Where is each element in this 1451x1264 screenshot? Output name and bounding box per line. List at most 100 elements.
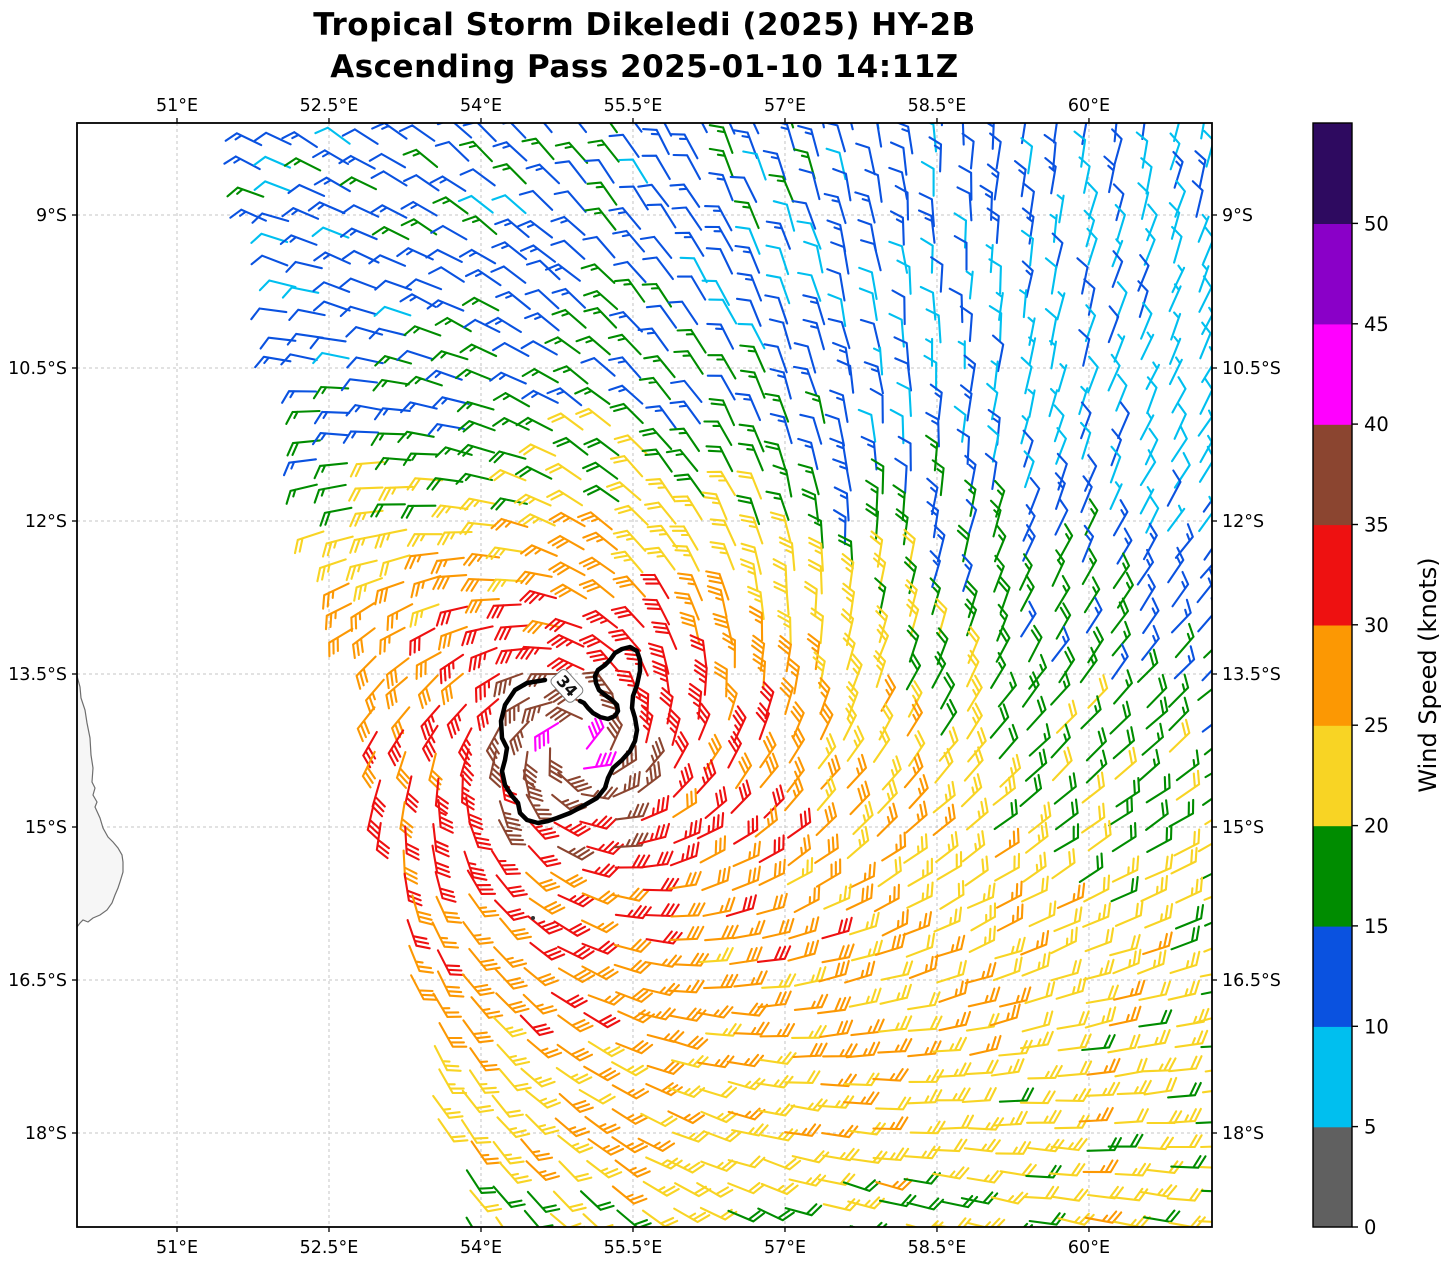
colorbar-segment [1313,725,1352,827]
wind-barb [645,930,683,945]
wind-barb [468,947,501,971]
wind-barb [1167,546,1185,584]
wind-barb [1076,257,1089,295]
wind-barb [846,825,870,860]
wind-barb [462,318,501,333]
wind-barb [1057,1033,1092,1052]
wind-barb [550,871,588,888]
wind-barb [558,1092,594,1113]
wind-barb [1050,670,1071,706]
wind-barb [732,840,761,868]
wind-barb [469,1189,503,1213]
wind-barb [1145,696,1169,730]
wind-barb [546,387,583,407]
y-tick-label: 12°S [1222,512,1264,532]
wind-barb [387,729,405,767]
wind-barb [1230,1080,1263,1094]
wind-barb [1204,1069,1212,1073]
wind-barb [550,215,586,236]
wind-barb [876,123,883,148]
wind-barb [1021,207,1035,245]
wind-barb [495,992,530,1014]
wind-barb [1114,900,1144,927]
wind-barb [705,247,734,275]
wind-barb [457,420,496,433]
wind-barb [314,126,351,145]
wind-barb [731,1123,769,1137]
wind-barb [544,617,583,633]
wind-barb [1073,130,1087,168]
wind-barb [432,823,450,858]
wind-barb [404,825,420,861]
wind-barb [1139,1184,1178,1198]
y-tick-label: 16.5°S [1222,971,1281,991]
wind-barb [1051,549,1066,587]
x-tick-label: 54°E [460,96,502,116]
wind-barb [1084,454,1098,492]
wind-barb [1170,425,1188,463]
wind-barb [285,409,321,425]
wind-barb [668,870,702,890]
wind-barb [258,279,297,292]
wind-barb [349,533,383,554]
wind-barb [321,535,354,558]
wind-barb [931,1138,968,1153]
wind-barb [1086,1185,1124,1200]
wind-barb [1233,601,1252,634]
wind-barb [279,234,318,246]
wind-barb [404,375,443,387]
wind-barb [525,163,561,185]
wind-barb [669,400,701,425]
wind-barb [999,986,1032,1008]
wind-barb [633,123,643,133]
wind-barb [1114,746,1137,780]
wind-barb [578,634,616,653]
wind-barb [1168,1055,1203,1073]
wind-barb [459,748,475,787]
wind-barb [1201,1090,1212,1094]
wind-barb [285,260,323,273]
wind-barb [790,701,805,739]
wind-barb [852,800,874,836]
wind-barb [611,1084,650,1100]
wind-barb [1056,882,1086,909]
wind-barb [283,157,322,172]
wind-barb [612,745,638,776]
wind-barb [313,251,351,265]
wind-barb [1234,81,1243,117]
wind-barb [729,946,763,966]
wind-barb [1044,308,1058,346]
wind-barb [581,940,620,955]
wind-barb [1146,376,1158,415]
wind-barb [643,877,680,892]
wind-barb [1141,1057,1177,1073]
wind-barb [760,681,775,720]
wind-barb [1082,1159,1119,1174]
wind-barb [759,1051,797,1065]
wind-barb [374,581,405,606]
wind-barb [907,1040,942,1058]
wind-barb [339,176,378,191]
wind-barb [807,513,824,549]
wind-barb [642,598,671,626]
wind-barb [848,861,876,889]
wind-barb [312,149,350,166]
wind-barb [1197,687,1212,701]
wind-barb [581,863,620,878]
wind-barb [1232,1106,1265,1121]
wind-barb [1110,875,1139,903]
wind-barb [1173,645,1196,680]
wind-barb [554,160,587,184]
wind-barb [1028,477,1041,515]
wind-barb [522,619,561,635]
wind-barb [584,1115,621,1135]
wind-barb [826,268,846,302]
wind-barb [550,583,588,600]
wind-barb [280,353,318,366]
wind-barb [995,625,1011,663]
wind-barb [611,1136,648,1154]
wind-barb [339,227,378,241]
wind-barb [552,365,589,385]
wind-barb [825,147,847,181]
wind-barb [727,1107,766,1121]
